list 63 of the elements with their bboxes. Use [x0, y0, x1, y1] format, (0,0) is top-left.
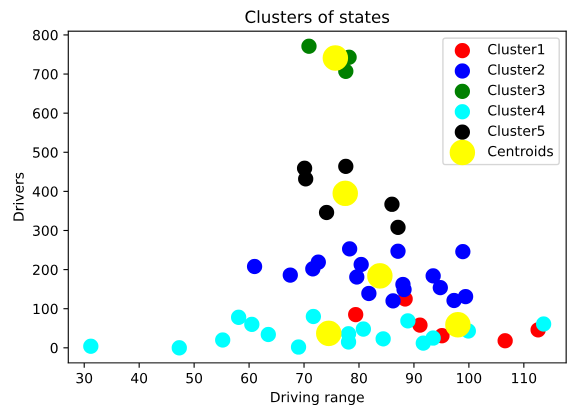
- point: [426, 268, 441, 284]
- point: [318, 204, 334, 220]
- point: [390, 220, 406, 235]
- point: [354, 256, 369, 272]
- legend-label: Cluster1: [488, 44, 544, 54]
- point: [342, 241, 358, 257]
- point: [305, 261, 320, 276]
- x-tick-label: 50: [186, 372, 202, 384]
- x-tick-label: 70: [296, 372, 312, 384]
- point: [338, 158, 354, 174]
- y-tick-label: 0: [50, 342, 58, 354]
- point: [446, 292, 462, 308]
- point: [83, 338, 98, 354]
- y-tick-label: 300: [33, 225, 58, 236]
- legend-label: Centroids: [488, 146, 553, 156]
- point: [298, 171, 314, 187]
- y-tick-label: 700: [33, 69, 58, 80]
- y-tick-label: 400: [32, 186, 58, 197]
- point: [290, 339, 306, 355]
- point: [426, 330, 441, 346]
- point: [498, 333, 513, 348]
- x-axis-title: Driving range: [271, 392, 364, 405]
- legend-label: Cluster2: [488, 64, 544, 75]
- legend-label: Cluster3: [488, 84, 544, 96]
- point: [455, 244, 470, 260]
- x-tick-label: 110: [512, 372, 536, 384]
- y-tick-label: 800: [32, 30, 58, 40]
- y-tick-label: 100: [34, 304, 58, 314]
- point: [230, 310, 246, 325]
- x-tick-label: 90: [406, 372, 422, 384]
- x-tick-label: 30: [76, 372, 92, 384]
- point: [400, 313, 416, 328]
- point: [306, 308, 322, 324]
- chart-title: Clusters of states: [245, 10, 390, 24]
- y-tick-label: 200: [33, 264, 58, 276]
- point: [260, 326, 276, 342]
- x-tick-label: 100: [457, 372, 482, 384]
- point: [356, 321, 372, 337]
- point: [432, 280, 448, 296]
- point: [244, 316, 260, 332]
- legend-label: Cluster4: [488, 104, 545, 116]
- point: [385, 293, 401, 309]
- x-tick-label: 60: [241, 372, 257, 384]
- point: [349, 269, 364, 285]
- point: [536, 316, 552, 332]
- point: [390, 244, 406, 259]
- point: [301, 38, 317, 54]
- legend-label: Cluster5: [488, 125, 544, 136]
- point: [172, 340, 187, 356]
- point: [376, 331, 391, 346]
- y-tick-label: 600: [33, 108, 58, 119]
- point: [384, 196, 400, 212]
- point: [361, 286, 377, 302]
- point: [458, 288, 474, 304]
- point: [282, 267, 298, 283]
- x-tick-label: 80: [351, 372, 367, 384]
- y-tick-label: 500: [33, 147, 58, 158]
- point: [412, 318, 428, 333]
- point: [246, 258, 262, 274]
- y-axis-title: Drivers: [13, 172, 24, 221]
- point: [348, 306, 364, 322]
- x-tick-label: 40: [131, 372, 148, 384]
- point: [215, 332, 230, 348]
